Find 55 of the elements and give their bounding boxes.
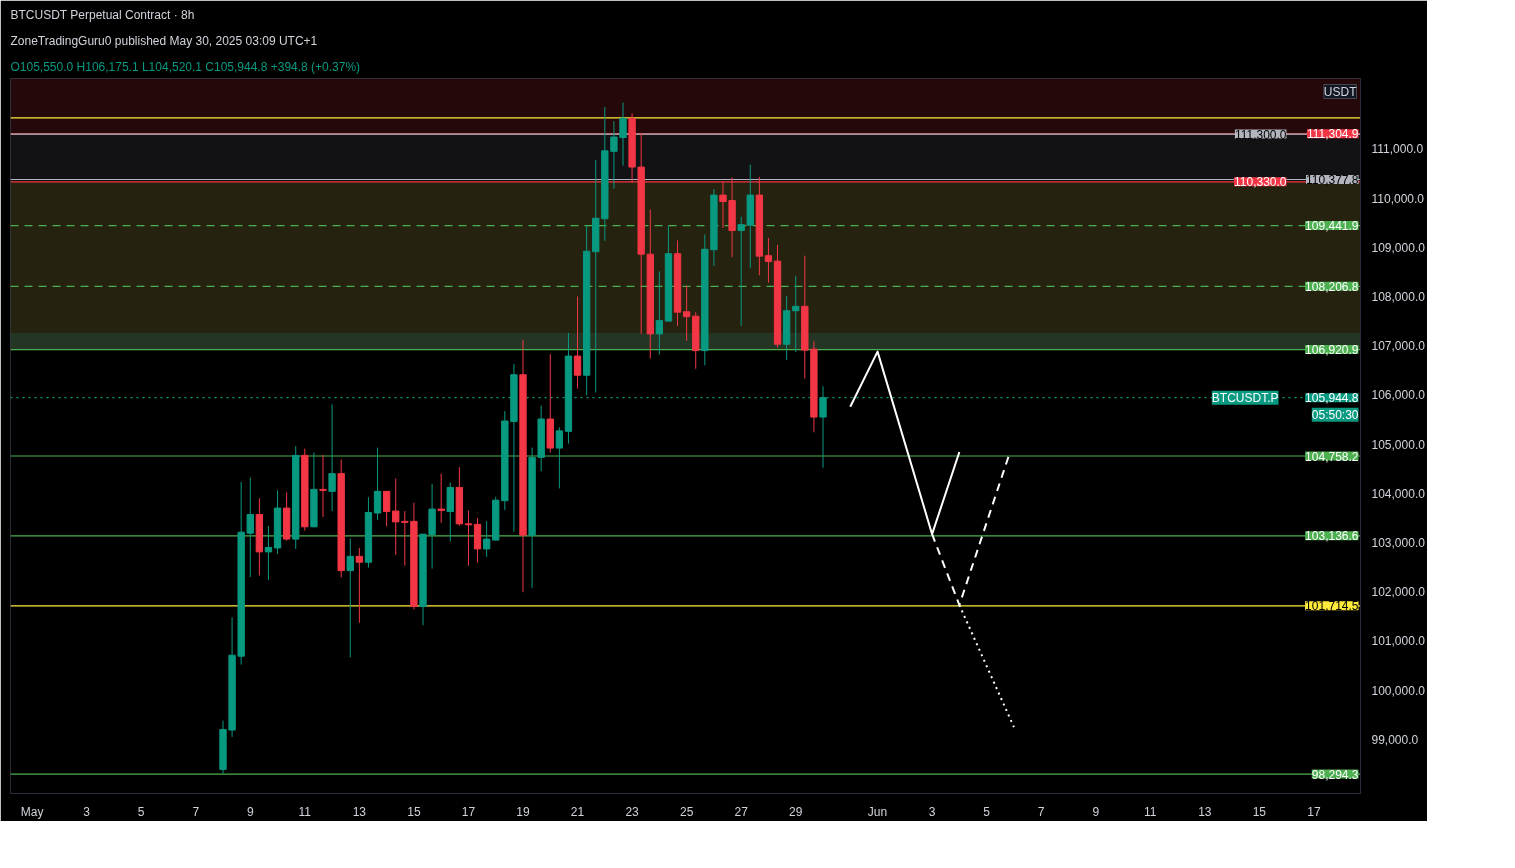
x-tick-label: 13 bbox=[1198, 804, 1212, 819]
x-tick-label: 27 bbox=[734, 804, 749, 819]
x-tick-label: 3 bbox=[928, 804, 936, 819]
ref-line-label: 106,920.9 bbox=[1305, 343, 1359, 358]
y-tick-label: 108,000.0 bbox=[1371, 289, 1426, 304]
y-tick-label: 99,000.0 bbox=[1371, 732, 1419, 747]
x-tick-label: May bbox=[20, 804, 44, 819]
y-tick-label: 109,000.0 bbox=[1371, 240, 1426, 255]
ref-line-label: 103,136.6 bbox=[1305, 529, 1359, 544]
y-tick-label: 103,000.0 bbox=[1371, 536, 1426, 551]
ref-line-label: 110,330.0 bbox=[1234, 175, 1287, 190]
y-tick-label: 110,000.0 bbox=[1371, 191, 1425, 206]
ref-line-label: 105,944.8 bbox=[1305, 391, 1359, 406]
ref-line-label: 104,758.2 bbox=[1305, 449, 1359, 464]
y-tick-label: 100,000.0 bbox=[1371, 683, 1426, 698]
annotation: 05:50:30 bbox=[1311, 407, 1359, 422]
ref-line-label: 109,441.9 bbox=[1305, 219, 1359, 234]
y-tick-label: 111,000.0 bbox=[1371, 142, 1424, 157]
y-tick-label: 106,000.0 bbox=[1371, 388, 1426, 403]
x-tick-label: 23 bbox=[625, 804, 640, 819]
x-tick-label: 3 bbox=[83, 804, 91, 819]
x-tick-label: 11 bbox=[298, 804, 312, 819]
x-tick-label: 9 bbox=[246, 804, 254, 819]
x-tick-label: 7 bbox=[1037, 804, 1045, 819]
y-axis-title: USDT bbox=[1323, 84, 1358, 99]
x-tick-label: 17 bbox=[461, 804, 476, 819]
x-tick-label: 29 bbox=[789, 804, 803, 819]
y-tick-label: 107,000.0 bbox=[1371, 339, 1426, 354]
ref-line-label: 111,304.9 bbox=[1306, 127, 1359, 142]
x-tick-label: 11 bbox=[1144, 804, 1157, 819]
ref-line-label: 108,206.8 bbox=[1305, 279, 1359, 294]
y-tick-label: 105,000.0 bbox=[1371, 437, 1426, 452]
y-tick-label: 101,000.0 bbox=[1371, 634, 1426, 649]
x-tick-label: 5 bbox=[983, 804, 991, 819]
x-tick-label: 17 bbox=[1307, 804, 1321, 819]
x-tick-label: 7 bbox=[192, 804, 200, 819]
x-tick-label: 15 bbox=[407, 804, 421, 819]
annotation: BTCUSDT.P bbox=[1211, 390, 1279, 405]
x-tick-label: 5 bbox=[137, 804, 145, 819]
y-tick-label: 104,000.0 bbox=[1371, 486, 1426, 501]
ref-line-label: 101,714.5 bbox=[1305, 599, 1359, 614]
x-tick-label: 13 bbox=[352, 804, 367, 819]
ref-line-label: 111,300.0 bbox=[1234, 127, 1287, 142]
text: ZoneTradingGuru0 published May 30, 2025 03:09 UTC+1 bbox=[10, 33, 318, 48]
x-tick-label: 21 bbox=[570, 804, 585, 819]
x-tick-label: 19 bbox=[516, 804, 530, 819]
chart-subtitle: O105,550.0 H106,175.1 L104,520.1 C105,944.8 +394.8 (+0.37%) bbox=[10, 59, 361, 74]
ref-line-label: 110,377.8 bbox=[1306, 172, 1359, 187]
x-tick-label: 25 bbox=[679, 804, 694, 819]
ref-line-label: 98,294.3 bbox=[1311, 767, 1359, 782]
y-tick-label: 102,000.0 bbox=[1371, 585, 1426, 600]
chart-title: BTCUSDT Perpetual Contract · 8h bbox=[10, 7, 195, 22]
x-tick-label: 15 bbox=[1252, 804, 1267, 819]
x-tick-label: Jun bbox=[867, 804, 888, 819]
x-tick-label: 9 bbox=[1092, 804, 1100, 819]
